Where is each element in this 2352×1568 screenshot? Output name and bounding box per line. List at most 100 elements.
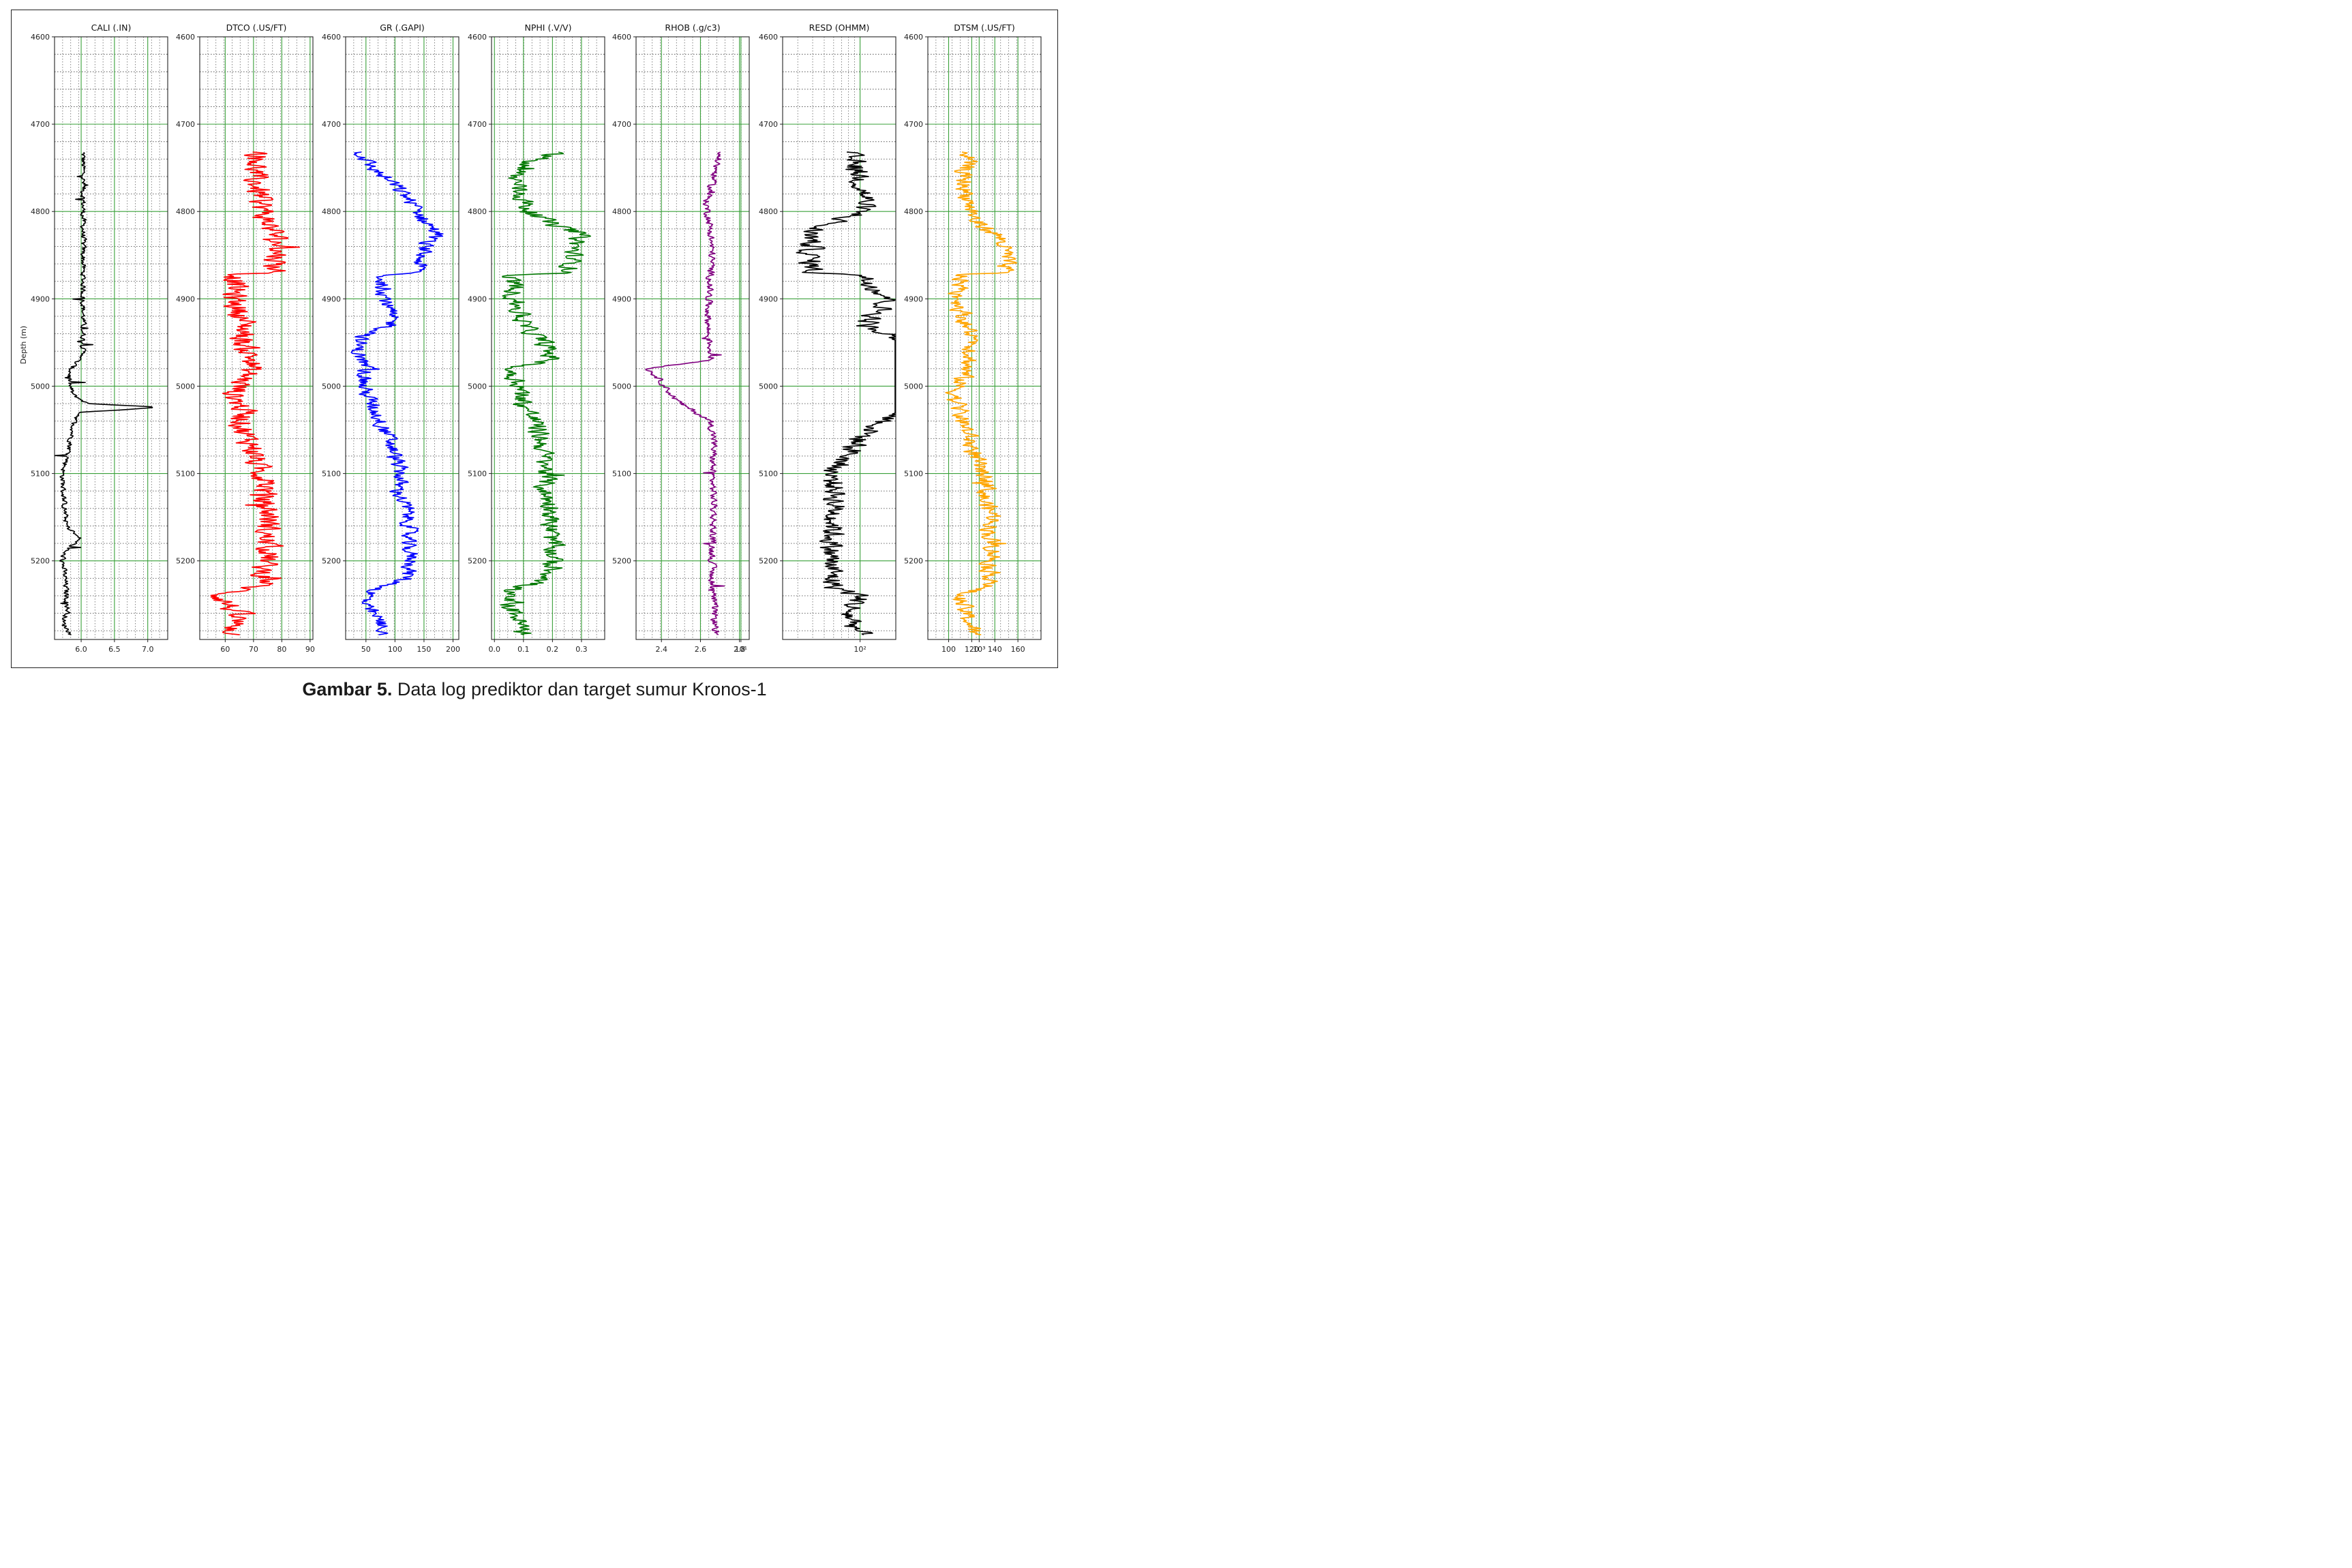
depth-tick-label: 5100: [176, 470, 195, 479]
depth-tick-label: 4600: [468, 33, 487, 42]
track-frame: [491, 36, 605, 640]
x-tick-label: 90: [305, 645, 315, 654]
track-title: RESD (OHMM): [809, 22, 870, 33]
depth-tick-label: 5200: [759, 557, 778, 566]
figure-frame: [11, 10, 1058, 668]
x-tick-label: 10³: [973, 645, 985, 654]
log-curve-5: [796, 151, 896, 635]
track-5: RESD (OHMM) 4600 4700 4800 4900 5000 5100 5200 1…: [735, 22, 986, 654]
x-tick-label: 6.5: [108, 645, 121, 654]
x-tick-label: 6.0: [75, 645, 87, 654]
depth-tick-label: 5200: [612, 557, 631, 566]
depth-tick-label: 4800: [31, 207, 50, 216]
depth-tick-label: 4900: [612, 295, 631, 303]
x-tick-label: 100: [941, 645, 956, 654]
x-tick-label: 2.4: [655, 645, 667, 654]
track-title: DTSM (.US/FT): [954, 22, 1015, 33]
x-tick-label: 0.3: [575, 645, 588, 654]
depth-tick-label: 4600: [612, 33, 631, 42]
depth-tick-label: 4800: [322, 207, 341, 216]
track-frame: [54, 36, 168, 640]
x-tick-label: 0.2: [547, 645, 559, 654]
depth-tick-label: 4800: [176, 207, 195, 216]
depth-tick-label: 5000: [904, 382, 923, 391]
depth-tick-label: 4600: [322, 33, 341, 42]
log-curve-0: [55, 151, 153, 635]
track-6: DTSM (.US/FT) 4600 4700 4800 4900 5000 5100 520…: [904, 22, 1042, 654]
depth-tick-label: 4700: [904, 120, 923, 129]
depth-tick-label: 4600: [759, 33, 778, 42]
track-title: GR (.GAPI): [380, 22, 425, 33]
track-title: NPHI (.V/V): [525, 22, 572, 33]
x-tick-label: 160: [1011, 645, 1025, 654]
x-tick-label: 140: [988, 645, 1002, 654]
caption-bold: Gambar 5.: [302, 679, 393, 699]
x-tick-label: 2.6: [695, 645, 707, 654]
track-1: DTCO (.US/FT) 4600 4700 4800 4900 5000 5100 520…: [176, 22, 315, 654]
depth-tick-label: 4700: [31, 120, 50, 129]
track-0: CALI (.IN) 4600 4700 4800 4900 5000 5100 5200 6.…: [31, 22, 168, 654]
x-tick-label: 60: [220, 645, 230, 654]
depth-tick-label: 5100: [468, 470, 487, 479]
track-2: GR (.GAPI) 4600 4700 4800 4900 5000 5100 5200 50…: [322, 22, 460, 654]
track-title: RHOB (.g/c3): [665, 22, 720, 33]
depth-tick-label: 5200: [468, 557, 487, 566]
depth-tick-label: 4600: [904, 33, 923, 42]
well-log-chart: Depth (m) CALI (.IN) 4600 4700 4800 4900 5000 5…: [19, 22, 1042, 654]
x-tick-label: 0.1: [517, 645, 530, 654]
log-curve-3: [500, 151, 592, 635]
depth-tick-label: 4900: [31, 295, 50, 303]
depth-tick-label: 4600: [176, 33, 195, 42]
depth-tick-label: 5000: [612, 382, 631, 391]
depth-tick-label: 4800: [759, 207, 778, 216]
x-tick-label: 100: [388, 645, 402, 654]
depth-tick-label: 5000: [176, 382, 195, 391]
x-tick-label: 7.0: [142, 645, 154, 654]
depth-tick-label: 4700: [468, 120, 487, 129]
x-tick-label: 80: [277, 645, 286, 654]
depth-tick-label: 5000: [468, 382, 487, 391]
depth-tick-label: 4900: [176, 295, 195, 303]
track-frame: [635, 36, 750, 640]
figure-caption: Gambar 5. Data log prediktor dan target …: [0, 679, 1069, 700]
depth-tick-label: 4800: [612, 207, 631, 216]
track-frame: [782, 36, 896, 640]
depth-tick-label: 5100: [759, 470, 778, 479]
depth-tick-label: 4900: [904, 295, 923, 303]
track-title: CALI (.IN): [91, 22, 132, 33]
log-curve-6: [945, 151, 1018, 635]
depth-tick-label: 5200: [904, 557, 923, 566]
track-frame: [199, 36, 314, 640]
depth-tick-label: 5100: [322, 470, 341, 479]
depth-tick-label: 5200: [31, 557, 50, 566]
x-tick-label: 10²: [854, 645, 866, 654]
depth-tick-label: 4800: [904, 207, 923, 216]
log-curve-1: [210, 151, 301, 635]
depth-tick-label: 5100: [31, 470, 50, 479]
track-4: RHOB (.g/c3) 4600 4700 4800 4900 5000 5100 5200…: [612, 22, 750, 654]
log-curve-2: [350, 151, 444, 635]
depth-tick-label: 4700: [176, 120, 195, 129]
depth-tick-label: 5000: [759, 382, 778, 391]
track-title: DTCO (.US/FT): [226, 22, 287, 33]
depth-tick-label: 5100: [904, 470, 923, 479]
depth-tick-label: 4900: [759, 295, 778, 303]
caption-text: Data log prediktor dan target sumur Kron…: [392, 679, 767, 699]
depth-tick-label: 4700: [612, 120, 631, 129]
depth-tick-label: 4700: [759, 120, 778, 129]
depth-tick-label: 5000: [31, 382, 50, 391]
x-tick-label: 0.0: [489, 645, 501, 654]
x-tick-label: 50: [361, 645, 371, 654]
depth-tick-label: 4700: [322, 120, 341, 129]
x-tick-label: 120: [965, 645, 979, 654]
x-tick-label: 150: [417, 645, 431, 654]
depth-tick-label: 4600: [31, 33, 50, 42]
x-tick-label: 2.8: [734, 645, 746, 654]
depth-tick-label: 5200: [176, 557, 195, 566]
track-frame: [345, 36, 459, 640]
x-tick-label: 200: [446, 645, 460, 654]
depth-tick-label: 5100: [612, 470, 631, 479]
depth-tick-label: 4900: [322, 295, 341, 303]
x-tick-label: 70: [249, 645, 258, 654]
depth-tick-label: 4800: [468, 207, 487, 216]
